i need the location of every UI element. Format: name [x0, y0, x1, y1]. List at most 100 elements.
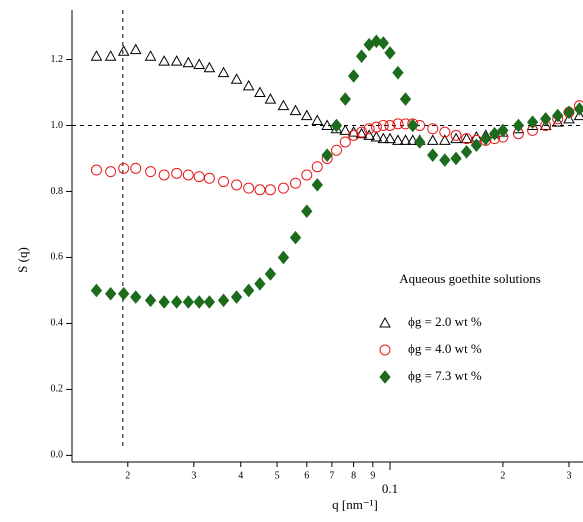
- data-point: [563, 105, 575, 120]
- data-point: [460, 132, 473, 144]
- data-point: [217, 66, 230, 78]
- data-point: [427, 123, 439, 135]
- data-point: [90, 50, 103, 61]
- data-point: [158, 295, 170, 309]
- data-point: [254, 86, 266, 97]
- data-point: [182, 56, 195, 68]
- legend-label: ϕg = 4.0 wt %: [408, 341, 482, 356]
- data-point: [363, 123, 375, 135]
- x-tick-label: 3: [566, 470, 571, 481]
- y-tick-label: 0.4: [51, 318, 64, 329]
- y-axis-label: S (q): [15, 247, 30, 273]
- data-point: [158, 169, 170, 181]
- data-point: [104, 50, 117, 61]
- data-point: [290, 177, 302, 189]
- data-point: [377, 36, 389, 50]
- data-point: [171, 295, 183, 309]
- data-point: [407, 118, 419, 133]
- data-point: [438, 134, 451, 145]
- data-point: [384, 119, 396, 131]
- data-point: [426, 134, 439, 145]
- data-point: [539, 119, 552, 130]
- x-tick-label: 0.1: [382, 481, 398, 496]
- data-point: [450, 129, 462, 141]
- data-point: [277, 99, 290, 111]
- data-point: [104, 286, 117, 301]
- data-point: [384, 46, 396, 60]
- data-point: [277, 250, 290, 265]
- data-point: [552, 108, 564, 123]
- data-point: [170, 55, 183, 66]
- data-point: [289, 104, 302, 116]
- x-tick-label: 8: [351, 470, 356, 481]
- data-point: [254, 184, 266, 196]
- data-point: [356, 126, 368, 138]
- data-point: [254, 277, 266, 291]
- data-point: [414, 135, 426, 149]
- data-point: [321, 148, 333, 162]
- data-point: [355, 127, 368, 139]
- x-tick-label: 4: [238, 470, 243, 481]
- data-point: [311, 178, 323, 192]
- data-point: [171, 167, 183, 179]
- data-point: [117, 45, 130, 56]
- legend-label: ϕg = 2.0 wt %: [408, 314, 482, 329]
- data-point: [242, 79, 255, 91]
- data-point: [90, 283, 103, 298]
- data-point: [264, 267, 277, 281]
- data-point: [384, 132, 396, 144]
- data-point: [193, 295, 205, 309]
- legend-marker: [379, 370, 391, 384]
- data-point: [289, 230, 302, 245]
- data-point: [480, 131, 492, 146]
- x-tick-label: 5: [275, 470, 280, 481]
- data-point: [370, 121, 382, 133]
- data-point: [144, 293, 157, 308]
- data-point: [339, 136, 351, 148]
- data-point: [450, 151, 462, 166]
- data-point: [203, 295, 216, 309]
- data-point: [392, 134, 404, 145]
- data-point: [129, 43, 142, 55]
- x-axis-label: q [nm⁻¹]: [332, 497, 378, 512]
- data-point: [118, 162, 130, 174]
- data-point: [243, 182, 255, 194]
- data-point: [130, 290, 142, 304]
- data-point: [217, 293, 230, 308]
- x-tick-label: 2: [500, 470, 505, 481]
- y-tick-label: 1.2: [51, 54, 64, 65]
- data-point: [203, 61, 216, 73]
- data-point: [264, 184, 276, 196]
- data-point: [301, 204, 313, 219]
- x-tick-label: 9: [370, 470, 375, 481]
- data-point: [460, 145, 473, 159]
- data-point: [243, 283, 255, 298]
- data-point: [311, 114, 324, 126]
- data-point: [363, 129, 376, 140]
- data-point: [347, 69, 360, 83]
- data-point: [182, 295, 194, 309]
- data-point: [370, 130, 383, 142]
- data-point: [488, 126, 501, 141]
- y-tick-label: 0.8: [51, 186, 64, 197]
- data-point: [439, 126, 451, 138]
- legend-marker: [379, 316, 391, 328]
- y-tick-label: 0.2: [51, 384, 64, 395]
- data-point: [130, 162, 142, 174]
- data-point: [339, 92, 351, 106]
- data-point: [399, 92, 412, 106]
- data-point: [182, 169, 194, 181]
- data-point: [193, 58, 206, 69]
- data-point: [573, 109, 583, 121]
- data-point: [203, 172, 215, 184]
- data-point: [144, 50, 157, 61]
- data-point: [264, 93, 277, 104]
- data-point: [392, 65, 404, 80]
- legend-marker: [379, 344, 391, 356]
- data-point: [311, 161, 323, 173]
- data-point: [339, 124, 352, 135]
- data-point: [230, 290, 243, 304]
- data-point: [330, 144, 342, 156]
- data-point: [277, 182, 289, 194]
